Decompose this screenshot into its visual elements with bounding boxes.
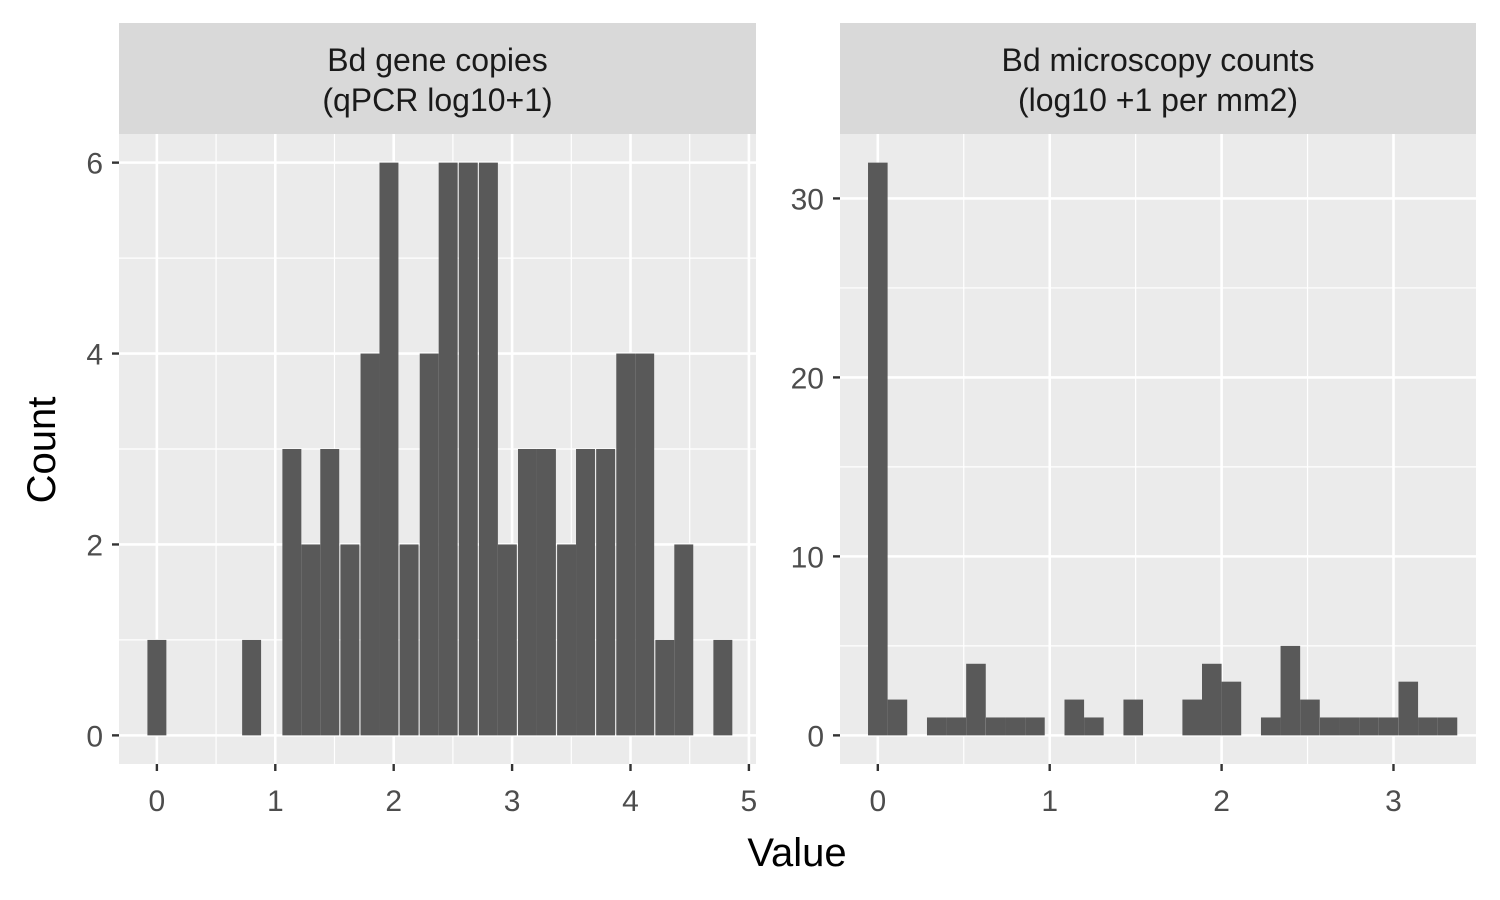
histogram-bar — [985, 717, 1006, 736]
y-tick-label: 2 — [86, 529, 103, 562]
histogram-bar — [1418, 717, 1438, 736]
facet-panel: Bd gene copies (qPCR log10+1) 0 1 2 3 4 5 0 2 4 6 — [86, 23, 757, 818]
histogram-bar — [1260, 717, 1281, 736]
histogram-bar — [1339, 717, 1360, 736]
facet-title-line: Bd gene copies — [327, 42, 548, 78]
y-tick-label: 10 — [791, 541, 824, 574]
histogram-bar — [946, 717, 967, 736]
histogram-bar — [1005, 717, 1026, 736]
x-tick-label: 4 — [622, 785, 639, 818]
histogram-bar — [576, 449, 595, 736]
histogram-bar — [301, 544, 321, 736]
facet-title-line: Bd microscopy counts — [1001, 42, 1314, 78]
histogram-bar — [379, 162, 399, 736]
facet-strip — [840, 23, 1476, 134]
histogram-bar — [1202, 663, 1222, 736]
histogram-bar — [1084, 717, 1104, 736]
histogram-bar — [1359, 717, 1379, 736]
histogram-bar — [419, 353, 439, 736]
x-tick-label: 0 — [149, 785, 166, 818]
y-tick-label: 6 — [86, 148, 103, 181]
histogram-bar — [399, 544, 419, 736]
histogram-bar — [518, 449, 537, 736]
histogram-bar — [1319, 717, 1340, 736]
histogram-bar — [147, 639, 167, 736]
histogram-bar — [1123, 699, 1144, 736]
y-tick-label: 30 — [791, 183, 824, 216]
y-axis-title: Count — [20, 397, 64, 504]
histogram-bar — [320, 449, 340, 736]
histogram-bar — [1378, 717, 1399, 736]
x-tick-label: 0 — [869, 785, 886, 818]
facet-strip — [119, 23, 756, 134]
y-tick-label: 0 — [807, 720, 824, 753]
x-tick-label: 3 — [1385, 785, 1402, 818]
histogram-bar — [635, 353, 655, 736]
y-tick-label: 20 — [791, 362, 824, 395]
histogram-bar — [1182, 699, 1203, 736]
x-tick-label: 2 — [1213, 785, 1230, 818]
x-tick-label: 1 — [267, 785, 284, 818]
histogram-bar — [1300, 699, 1320, 736]
x-tick-label: 3 — [504, 785, 521, 818]
histogram-bar — [557, 544, 577, 736]
x-tick-label: 5 — [741, 785, 758, 818]
histogram-bar — [242, 639, 262, 736]
histogram-bar — [887, 699, 908, 736]
histogram-bar — [438, 162, 458, 736]
facet-title-line: (qPCR log10+1) — [322, 82, 552, 118]
histogram-bar — [360, 353, 380, 736]
histogram-bar — [340, 544, 360, 736]
histogram-bar — [966, 663, 986, 736]
histogram-bar — [596, 449, 616, 736]
histogram-bar — [1280, 645, 1301, 736]
y-tick-label: 4 — [86, 339, 103, 372]
histogram-bar — [926, 717, 947, 736]
x-axis-title: Value — [747, 831, 846, 875]
histogram-bar — [713, 639, 733, 736]
facet-title-line: (log10 +1 per mm2) — [1018, 82, 1298, 118]
facet-panels: Bd gene copies(qPCR log10+1)0 1 2 3 4 50246Bd… — [86, 23, 1476, 818]
histogram-bar — [1221, 681, 1242, 736]
histogram-bar — [458, 162, 478, 736]
histogram-bar — [1398, 681, 1419, 736]
histogram-bar — [1437, 717, 1458, 736]
histogram-bar — [868, 162, 888, 736]
histogram-bar — [497, 544, 517, 736]
histogram-bar — [616, 353, 636, 736]
y-tick-label: 0 — [86, 720, 103, 753]
histogram-bar — [478, 162, 498, 736]
histogram-bar — [674, 544, 694, 736]
histogram-bar — [1025, 717, 1045, 736]
panel-background — [840, 134, 1476, 764]
histogram-bar — [655, 639, 675, 736]
x-tick-label: 2 — [385, 785, 402, 818]
histogram-bar — [1064, 699, 1085, 736]
facet-panel: Bd microscopy counts (log10 +1 per mm2) 0 1… — [791, 23, 1476, 818]
x-tick-label: 1 — [1041, 785, 1058, 818]
histogram-bar — [536, 449, 556, 736]
histogram-bar — [282, 449, 302, 736]
